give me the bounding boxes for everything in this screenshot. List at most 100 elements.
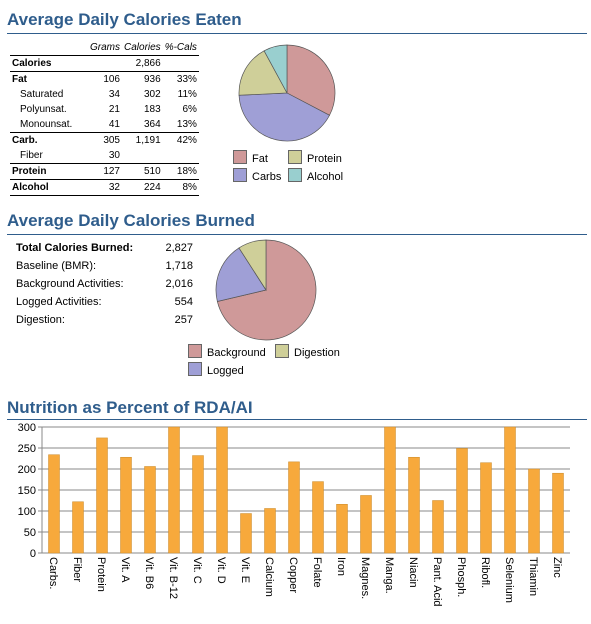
bar-phosph — [456, 448, 468, 554]
x-tick-label: Carbs. — [47, 557, 59, 589]
bar-vit-b-12 — [168, 426, 180, 554]
legend-swatch — [188, 362, 202, 376]
cell-pct: 8% — [162, 179, 199, 196]
legend-swatch — [288, 168, 302, 182]
y-tick-label: 50 — [24, 527, 36, 539]
burned-row: Logged Activities: 554 — [16, 296, 196, 308]
legend-item: Logged — [188, 362, 244, 377]
legend-label: Logged — [207, 365, 244, 377]
burned-row: Digestion: 257 — [16, 314, 196, 326]
calories-row-saturated: Saturated 34 302 11% — [10, 87, 199, 102]
bar-vit-c — [192, 455, 204, 554]
x-tick-label: Vit. D — [215, 557, 227, 584]
burned-section-title: Average Daily Calories Burned — [7, 211, 255, 230]
legend-item: Digestion — [275, 344, 340, 359]
header-grams: Grams — [90, 42, 120, 53]
y-tick-label: 200 — [18, 464, 36, 476]
x-tick-label: Magnes. — [359, 557, 371, 599]
legend-label: Protein — [307, 153, 342, 165]
legend-label: Alcohol — [307, 171, 344, 183]
x-tick-label: Fiber — [71, 557, 83, 582]
bar-vit-b6 — [144, 466, 156, 554]
bar-magnes — [360, 495, 372, 554]
cell-cals: 183 — [144, 104, 161, 115]
bar-thiamin — [528, 468, 540, 554]
calories-row-monounsat: Monounsat. 41 364 13% — [10, 117, 199, 133]
legend-swatch — [233, 168, 247, 182]
burned-value: 1,718 — [165, 260, 193, 272]
cell-pct: 11% — [177, 89, 197, 100]
cell-grams: 41 — [108, 119, 120, 130]
cell-label: Fat — [10, 71, 88, 87]
cell-label: Calories — [10, 55, 88, 72]
cell-cals: 2,866 — [122, 55, 163, 72]
x-tick-label: Ribofl. — [479, 557, 491, 588]
bar-manga — [384, 426, 396, 554]
calories-row-fiber: Fiber 30 — [10, 148, 199, 164]
cell-label: Protein — [10, 163, 88, 180]
bar-niacin — [408, 456, 420, 554]
cell-pct — [162, 55, 199, 72]
legend-swatch — [188, 344, 202, 358]
header-percent-cals: %-Cals — [164, 42, 197, 53]
burned-row: Total Calories Burned: 2,827 — [16, 242, 196, 254]
x-tick-label: Zinc — [551, 557, 563, 578]
eaten-pie-slice-protein — [238, 50, 288, 96]
calories-row-calories: Calories 2,866 — [10, 55, 199, 72]
legend-label: Background — [207, 347, 266, 359]
x-tick-label: Pant. Acid — [431, 557, 443, 607]
burned-row: Background Activities: 2,016 — [16, 278, 196, 290]
bar-folate — [312, 481, 324, 554]
legend-label: Digestion — [294, 347, 340, 359]
burned-pie-slice-digestion — [238, 239, 267, 292]
legend-label: Fat — [252, 153, 268, 165]
bar-iron — [336, 504, 348, 554]
cell-cals: 510 — [122, 163, 163, 180]
bar-copper — [288, 461, 300, 554]
calories-row-fat: Fat 106 936 33% — [10, 71, 199, 87]
burned-value: 2,827 — [165, 242, 193, 254]
eaten-pie-slice-carbs — [238, 92, 331, 142]
burned-label: Background Activities: — [16, 278, 124, 290]
legend-swatch — [233, 150, 247, 164]
x-tick-label: Selenium — [503, 557, 515, 603]
cell-pct: 33% — [162, 71, 199, 87]
cell-pct: 18% — [162, 163, 199, 180]
y-tick-label: 150 — [18, 485, 36, 497]
cell-pct: 6% — [182, 104, 197, 115]
legend-label: Carbs — [252, 171, 282, 183]
cell-label: Polyunsat. — [20, 104, 67, 115]
x-tick-label: Phosph. — [455, 557, 467, 597]
cell-grams: 34 — [108, 89, 120, 100]
burned-label: Digestion: — [16, 314, 65, 326]
y-tick-label: 250 — [18, 443, 36, 455]
bar-vit-e — [240, 513, 252, 554]
burned-value: 257 — [174, 314, 193, 326]
burned-label: Logged Activities: — [16, 296, 102, 308]
legend-item: Carbs — [233, 168, 281, 183]
cell-cals: 302 — [144, 89, 161, 100]
eaten-section-title: Average Daily Calories Eaten — [7, 10, 242, 29]
eaten-pie-slice-fat — [286, 44, 336, 116]
x-tick-label: Vit. C — [191, 557, 203, 584]
cell-label: Alcohol — [10, 179, 88, 196]
cell-grams: 32 — [88, 179, 122, 196]
bar-protein — [96, 437, 108, 554]
x-tick-label: Vit. E — [239, 557, 251, 583]
eaten-pie-slice-alcohol — [263, 44, 288, 94]
bar-carbs — [48, 454, 60, 554]
rda-section-rule — [7, 419, 587, 420]
eaten-section-rule — [7, 33, 587, 34]
legend-item: Alcohol — [288, 168, 343, 183]
burned-label: Baseline (BMR): — [16, 260, 97, 272]
cell-pct: 42% — [162, 132, 199, 148]
burned-pie-slice-background — [216, 239, 317, 341]
cell-grams: 305 — [88, 132, 122, 148]
cell-grams: 106 — [88, 71, 122, 87]
x-tick-label: Calcium — [263, 557, 275, 597]
burned-value: 2,016 — [165, 278, 193, 290]
cell-label: Saturated — [20, 89, 64, 100]
bar-selenium — [504, 426, 516, 554]
cell-label: Carb. — [10, 132, 88, 148]
